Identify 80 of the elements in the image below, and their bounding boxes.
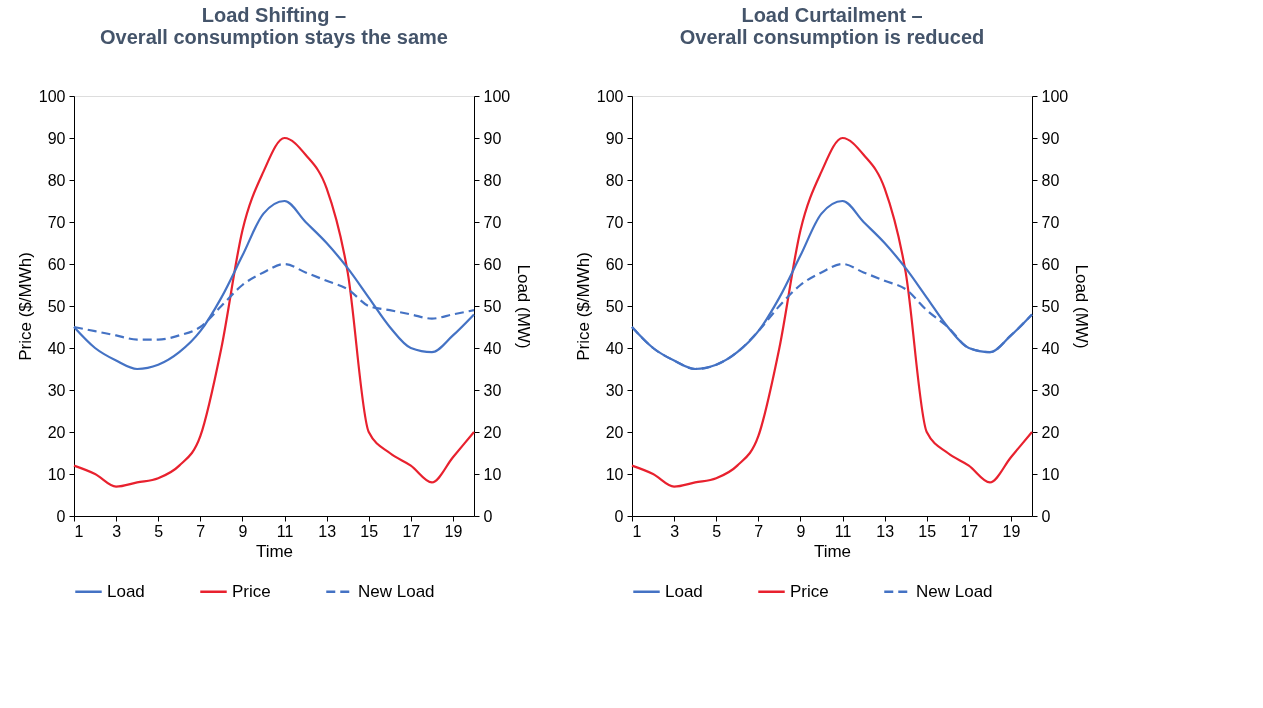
y-tick-label: 0 <box>614 507 624 525</box>
y2-tick-label: 80 <box>483 171 502 189</box>
legend-label: Load <box>665 581 703 601</box>
x-axis-title: Time <box>255 541 294 561</box>
y2-tick-label: 40 <box>483 339 502 357</box>
y2-tick-label: 10 <box>483 465 502 483</box>
y-tick-label: 50 <box>605 297 624 315</box>
x-tick-label: 5 <box>154 522 164 540</box>
x-tick-label: 17 <box>402 522 421 540</box>
y-tick-label: 40 <box>605 339 624 357</box>
chart-title: Load Curtailment – Overall consumption is reduced <box>679 4 985 48</box>
y-tick-label: 40 <box>47 339 66 357</box>
y2-tick-label: 70 <box>483 213 502 231</box>
y2-tick-label: 90 <box>1041 129 1060 147</box>
y-tick-label: 100 <box>38 87 66 105</box>
y-tick-label: 80 <box>605 171 624 189</box>
line-series <box>630 136 1034 488</box>
legend-label: Load <box>107 581 145 601</box>
y2-tick-label: 50 <box>1041 297 1060 315</box>
y-tick-label: 60 <box>47 255 66 273</box>
y2-tick-label: 50 <box>483 297 502 315</box>
legend-label: New Load <box>358 581 435 601</box>
y2-tick-label: 20 <box>483 423 502 441</box>
x-tick-label: 13 <box>318 522 337 540</box>
y2-tick-label: 100 <box>1041 87 1069 105</box>
y-tick-label: 60 <box>605 255 624 273</box>
y-tick-label: 80 <box>47 171 66 189</box>
y2-tick-label: 0 <box>1041 507 1051 525</box>
x-tick-label: 17 <box>960 522 979 540</box>
x-tick-label: 15 <box>918 522 937 540</box>
line-series <box>72 136 476 488</box>
x-tick-label: 19 <box>1002 522 1021 540</box>
y2-tick-label: 0 <box>483 507 493 525</box>
y2-tick-label: 60 <box>483 255 502 273</box>
x-tick-label: 1 <box>74 522 84 540</box>
x-tick-label: 7 <box>754 522 764 540</box>
y-axis-title: Price ($/MWh) <box>15 252 35 361</box>
x-tick-label: 15 <box>360 522 379 540</box>
y-tick-label: 90 <box>605 129 624 147</box>
y2-tick-label: 40 <box>1041 339 1060 357</box>
x-tick-label: 11 <box>276 522 294 540</box>
y2-tick-label: 80 <box>1041 171 1060 189</box>
y2-tick-label: 100 <box>483 87 511 105</box>
y2-tick-label: 60 <box>1041 255 1060 273</box>
chart-title: Load Shifting – Overall consumption stays the same <box>100 4 448 48</box>
x-tick-label: 3 <box>112 522 122 540</box>
y2-tick-label: 20 <box>1041 423 1060 441</box>
x-tick-label: 9 <box>796 522 806 540</box>
x-tick-label: 1 <box>632 522 642 540</box>
y-tick-label: 30 <box>47 381 66 399</box>
x-tick-label: 7 <box>196 522 206 540</box>
x-tick-label: 5 <box>712 522 722 540</box>
y-tick-label: 0 <box>56 507 66 525</box>
x-axis-title: Time <box>813 541 852 561</box>
y2-axis-title: Load (MW) <box>1072 264 1092 349</box>
y-tick-label: 90 <box>47 129 66 147</box>
y2-tick-label: 30 <box>483 381 502 399</box>
y2-tick-label: 10 <box>1041 465 1060 483</box>
x-tick-label: 19 <box>444 522 463 540</box>
y-tick-label: 30 <box>605 381 624 399</box>
legend-label: New Load <box>916 581 993 601</box>
x-tick-label: 3 <box>670 522 680 540</box>
x-tick-label: 9 <box>238 522 248 540</box>
x-tick-label: 11 <box>834 522 852 540</box>
y-tick-label: 70 <box>47 213 66 231</box>
y-tick-label: 70 <box>605 213 624 231</box>
legend-label: Price <box>232 581 271 601</box>
y-axis-title: Price ($/MWh) <box>573 252 593 361</box>
y2-tick-label: 70 <box>1041 213 1060 231</box>
y2-tick-label: 90 <box>483 129 502 147</box>
y-tick-label: 20 <box>47 423 66 441</box>
y-tick-label: 100 <box>596 87 624 105</box>
y-tick-label: 20 <box>605 423 624 441</box>
y2-tick-label: 30 <box>1041 381 1060 399</box>
y2-axis-title: Load (MW) <box>514 264 534 349</box>
y-tick-label: 50 <box>47 297 66 315</box>
y-tick-label: 10 <box>47 465 66 483</box>
legend-label: Price <box>790 581 829 601</box>
x-tick-label: 13 <box>876 522 895 540</box>
y-tick-label: 10 <box>605 465 624 483</box>
